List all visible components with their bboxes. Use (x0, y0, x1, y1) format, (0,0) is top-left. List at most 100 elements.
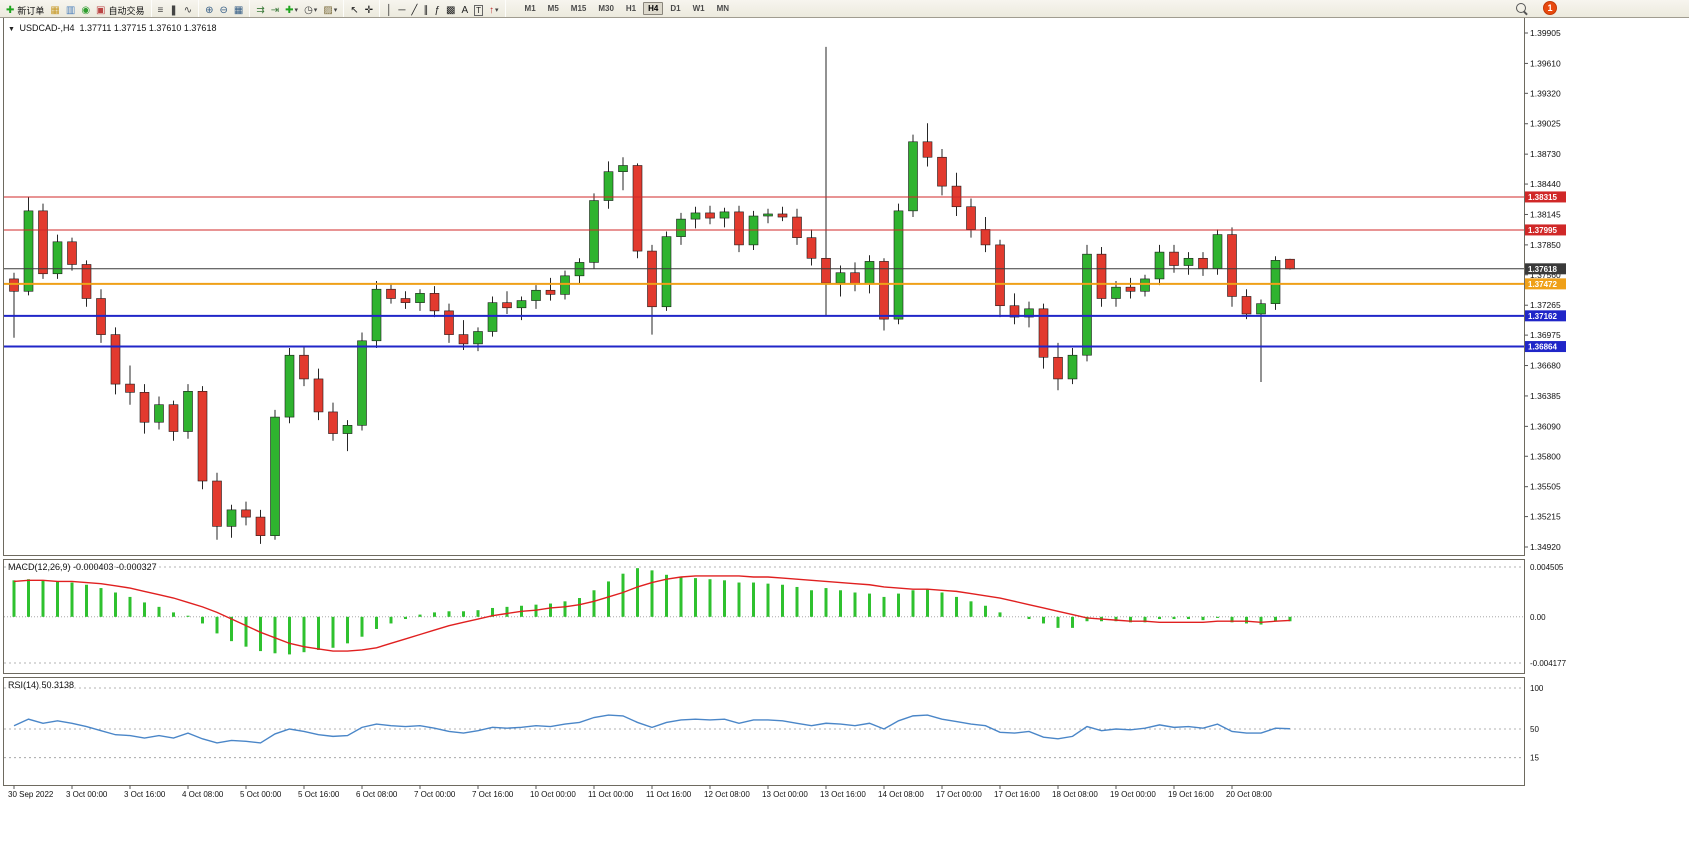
text-label-icon: T (474, 4, 484, 16)
bull-candle (183, 391, 193, 432)
channel-button[interactable]: ∥ (421, 3, 430, 18)
time-tick-label: 5 Oct 00:00 (240, 790, 282, 799)
svg-text:1.36864: 1.36864 (1528, 343, 1557, 352)
template-icon: ▨ (323, 4, 333, 16)
timeframe-m1-button[interactable]: M1 (524, 4, 536, 13)
bear-candle (995, 244, 1005, 307)
vertical-line-button[interactable]: │ (384, 3, 394, 18)
bear-candle (777, 213, 788, 218)
new-order-icon: ✚ (6, 4, 15, 16)
bull-candle (154, 404, 164, 423)
svg-text:1.37472: 1.37472 (1528, 280, 1557, 289)
time-tick-label: 4 Oct 08:00 (182, 790, 224, 799)
candlestick-icon: ❚ (169, 4, 178, 16)
dropdown-caret-icon[interactable]: ▾ (313, 7, 318, 14)
bear-candle (125, 383, 135, 393)
search-icon[interactable] (1516, 3, 1526, 13)
bull-candle (690, 212, 701, 220)
timeframe-m30-button[interactable]: M30 (598, 4, 614, 13)
bear-candle (1096, 253, 1107, 299)
bar-chart-mode-button[interactable]: ≡ (156, 3, 166, 18)
tile-windows-button[interactable]: ▦ (232, 3, 245, 18)
symbol-dropdown-icon[interactable]: ▼ (8, 26, 15, 33)
horizontal-line-button[interactable]: ─ (396, 3, 407, 18)
price-tag-1.38315: 1.38315 (1525, 191, 1566, 203)
bear-candle (1009, 305, 1020, 318)
timeframe-mn-button[interactable]: MN (716, 4, 730, 13)
auto-trading-label: 自动交易 (108, 5, 145, 16)
line-chart-mode-button[interactable]: ∿ (182, 3, 194, 18)
svg-text:1.38315: 1.38315 (1528, 193, 1557, 202)
symbol-info: ▼ USDCAD-,H4 1.37711 1.37715 1.37610 1.3… (8, 23, 216, 33)
dropdown-caret-icon[interactable]: ▾ (294, 7, 299, 14)
text-label-button[interactable]: T (472, 3, 485, 18)
bull-candle (473, 331, 483, 345)
dropdown-caret-icon[interactable]: ▾ (333, 7, 338, 14)
bear-candle (139, 392, 150, 423)
bull-candle (864, 261, 875, 285)
fibonacci-button[interactable]: ƒ (432, 3, 442, 18)
macd-tick-label: 0.004505 (1530, 563, 1564, 572)
timeframe-h4-button[interactable]: H4 (643, 2, 664, 15)
bear-candle (922, 141, 933, 158)
line-chart-icon: ∿ (183, 4, 193, 16)
price-tag-1.37472: 1.37472 (1525, 278, 1566, 290)
zoom-in-button[interactable]: ⊕ (203, 3, 215, 18)
time-tick-label: 19 Oct 16:00 (1168, 790, 1214, 799)
text-button[interactable]: A (459, 3, 470, 18)
time-tick-label: 20 Oct 08:00 (1226, 790, 1272, 799)
bull-candle (1024, 308, 1034, 318)
time-tick-label: 11 Oct 00:00 (588, 790, 634, 799)
templates-button[interactable]: ▨ ▾ (321, 3, 339, 18)
bull-candle (1256, 303, 1266, 315)
arrows-button[interactable]: ↑ ▾ (487, 3, 501, 18)
bull-candle (415, 293, 425, 303)
price-axis: 1.39905 1.39610 1.39320 1.39025 1.38730 1.384… (1524, 28, 1566, 552)
symbol-title: USDCAD-,H4 (19, 23, 75, 33)
timeframe-group: M1 M5 M15 M30 H1 H4 D1 W1 MN (519, 2, 736, 15)
data-window-button[interactable]: ▥ (64, 3, 77, 18)
indicators-button[interactable]: ✚ ▾ (283, 3, 300, 18)
trendline-button[interactable]: ╱ (409, 3, 419, 18)
bear-candle (299, 354, 309, 380)
bear-candle (9, 278, 19, 292)
bull-candle (357, 340, 367, 426)
timeframe-d1-button[interactable]: D1 (670, 4, 681, 13)
notification-badge[interactable]: 1 (1543, 1, 1557, 15)
zoom-out-button[interactable]: ⊖ (218, 3, 230, 18)
bull-candle (618, 165, 628, 172)
price-tick-label: 1.36090 (1530, 421, 1561, 431)
price-tag-1.36864: 1.36864 (1525, 341, 1566, 353)
bull-candle (1140, 278, 1150, 292)
market-watch-button[interactable]: ▦ (48, 3, 61, 18)
price-tick-label: 1.35800 (1530, 451, 1561, 461)
navigator-button[interactable]: ◉ (79, 3, 92, 18)
timeframe-m15-button[interactable]: M15 (570, 4, 587, 13)
auto-trading-button[interactable]: ▣ 自动交易 (94, 3, 146, 18)
crosshair-icon: ✛ (364, 4, 374, 16)
toolbar-separator (379, 0, 381, 17)
toolbar-separator (198, 0, 200, 17)
bear-candle (1038, 308, 1049, 358)
shapes-button[interactable]: ▩ (444, 3, 457, 18)
bear-candle (386, 288, 396, 299)
cursor-button[interactable]: ↖ (348, 3, 360, 18)
bear-candle (632, 165, 643, 252)
new-order-button[interactable]: ✚ 新订单 (4, 3, 46, 18)
fibonacci-icon: ƒ (434, 4, 440, 16)
candle-chart-mode-button[interactable]: ❚ (167, 3, 179, 18)
price-tick-label: 1.38730 (1530, 149, 1561, 159)
timeframe-w1-button[interactable]: W1 (692, 4, 705, 13)
auto-scroll-button[interactable]: ⇉ (254, 3, 266, 18)
timeframe-h1-button[interactable]: H1 (625, 4, 637, 13)
zoom-out-icon: ⊖ (219, 4, 228, 16)
crosshair-button[interactable]: ✛ (363, 3, 375, 18)
bull-candle (1067, 354, 1078, 380)
clock-icon: ◷ (304, 4, 313, 16)
timeframe-m5-button[interactable]: M5 (547, 4, 559, 13)
ohlc-values: 1.37711 1.37715 1.37610 1.37618 (79, 23, 217, 33)
dropdown-caret-icon[interactable]: ▾ (495, 7, 499, 14)
chart-shift-button[interactable]: ⇥ (269, 3, 281, 18)
periods-button[interactable]: ◷ ▾ (302, 3, 319, 18)
